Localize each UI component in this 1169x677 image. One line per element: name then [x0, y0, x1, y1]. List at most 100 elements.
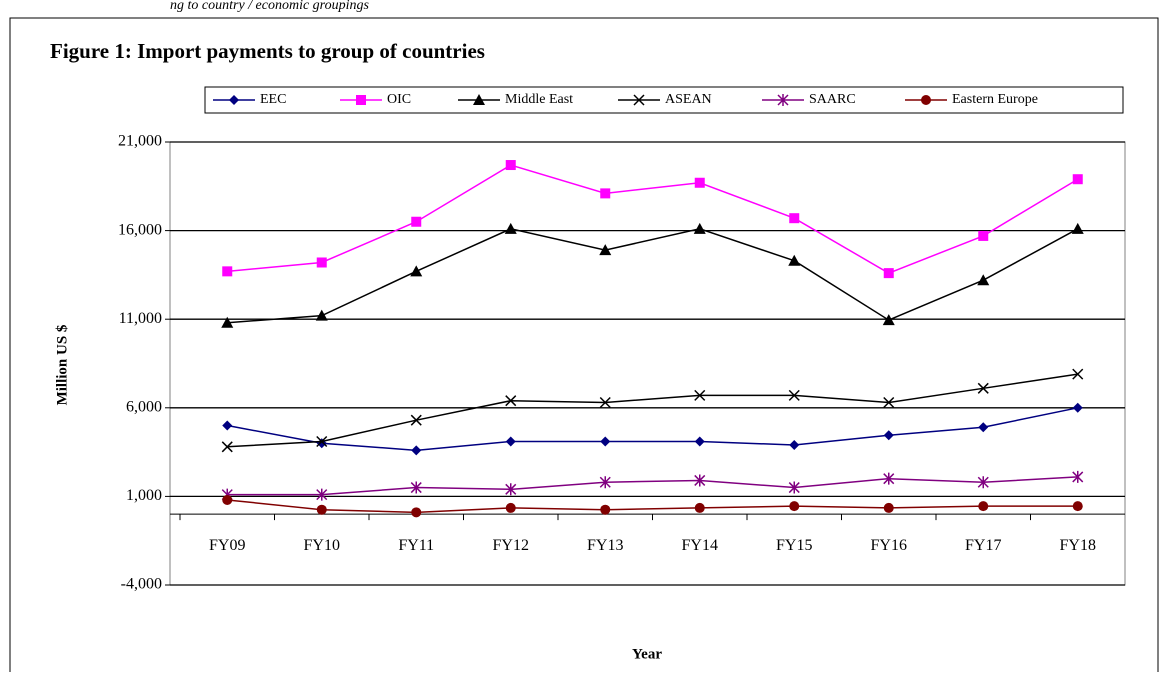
marker: [788, 254, 801, 266]
marker: [694, 474, 706, 487]
series-line: [227, 407, 1078, 452]
x-tick-label: FY11: [398, 537, 434, 554]
marker: [221, 441, 233, 453]
marker: [505, 395, 517, 407]
legend-label: SAARC: [809, 92, 856, 107]
frame: [9, 17, 1159, 677]
marker: [316, 435, 328, 447]
x-tick-label: FY18: [1060, 537, 1096, 554]
marker: [411, 507, 422, 518]
marker: [977, 382, 989, 394]
marker: [777, 94, 789, 106]
marker: [1072, 368, 1084, 380]
x-tick-label: FY15: [776, 537, 812, 554]
x-tick-label: FY16: [871, 537, 907, 554]
marker: [410, 414, 422, 426]
legend-label: Eastern Europe: [952, 92, 1038, 107]
marker: [222, 494, 233, 505]
legend-label: OIC: [387, 92, 411, 107]
marker: [221, 316, 234, 328]
x-tick-label: FY14: [682, 537, 718, 554]
marker: [1072, 174, 1083, 185]
marker: [599, 476, 611, 489]
marker: [694, 502, 705, 513]
y-axis-label: Million US $: [54, 324, 70, 405]
marker: [978, 230, 989, 241]
marker: [599, 244, 612, 256]
marker: [978, 501, 989, 512]
marker: [316, 504, 327, 515]
x-tick-label: FY12: [493, 537, 529, 554]
marker: [978, 422, 989, 433]
series-line: [227, 373, 1078, 448]
marker: [505, 160, 516, 171]
marker: [882, 314, 895, 326]
series-line: [227, 164, 1079, 274]
marker: [356, 95, 366, 105]
marker: [315, 309, 328, 321]
marker: [694, 436, 705, 447]
marker: [600, 504, 611, 515]
plot-area: [169, 141, 1126, 586]
marker: [694, 389, 706, 401]
marker: [316, 438, 327, 449]
marker: [883, 396, 895, 409]
series-line: [227, 499, 1078, 514]
marker: [921, 95, 931, 105]
marker: [789, 440, 800, 451]
y-tick-label: -4,000: [121, 576, 162, 593]
legend-label: EEC: [260, 92, 286, 107]
marker: [883, 268, 894, 279]
x-tick-label: FY17: [965, 537, 1001, 554]
marker: [788, 481, 800, 494]
y-tick-label: 21,000: [118, 133, 162, 150]
y-tick-label: 1,000: [126, 487, 162, 504]
marker: [693, 222, 706, 234]
marker: [883, 502, 894, 513]
series-line: [227, 476, 1078, 496]
marker: [410, 265, 423, 277]
y-tick-label: 16,000: [118, 221, 162, 238]
marker: [222, 266, 233, 277]
marker: [883, 472, 895, 485]
marker: [1072, 470, 1084, 483]
marker: [473, 94, 485, 105]
header-text: ng to country / economic groupings: [170, 0, 370, 13]
x-axis-label: Year: [632, 646, 662, 662]
marker: [410, 481, 422, 494]
marker: [633, 94, 645, 106]
marker: [788, 389, 800, 401]
marker: [600, 436, 611, 447]
legend-label: ASEAN: [665, 92, 712, 107]
marker: [977, 476, 989, 489]
x-tick-label: FY13: [587, 537, 623, 554]
marker: [1072, 501, 1083, 512]
marker: [316, 257, 327, 268]
marker: [883, 430, 894, 441]
marker: [316, 488, 328, 501]
marker: [789, 213, 800, 224]
marker: [222, 420, 233, 431]
marker: [505, 436, 516, 447]
marker: [504, 222, 517, 234]
marker: [694, 177, 705, 188]
marker: [505, 483, 517, 496]
series-line: [227, 228, 1079, 324]
marker: [229, 95, 239, 105]
marker: [411, 216, 422, 227]
marker: [1071, 222, 1084, 234]
x-tick-label: FY10: [304, 537, 340, 554]
marker: [505, 502, 516, 513]
y-tick-label: 11,000: [119, 310, 162, 327]
marker: [600, 188, 611, 199]
legend-label: Middle East: [505, 92, 573, 107]
marker: [599, 396, 611, 409]
chart-title: Figure 1: Import payments to group of co…: [50, 39, 485, 63]
marker: [1072, 402, 1083, 413]
marker: [411, 445, 422, 456]
y-tick-label: 6,000: [126, 398, 162, 415]
x-tick-label: FY09: [209, 537, 245, 554]
marker: [977, 274, 990, 286]
